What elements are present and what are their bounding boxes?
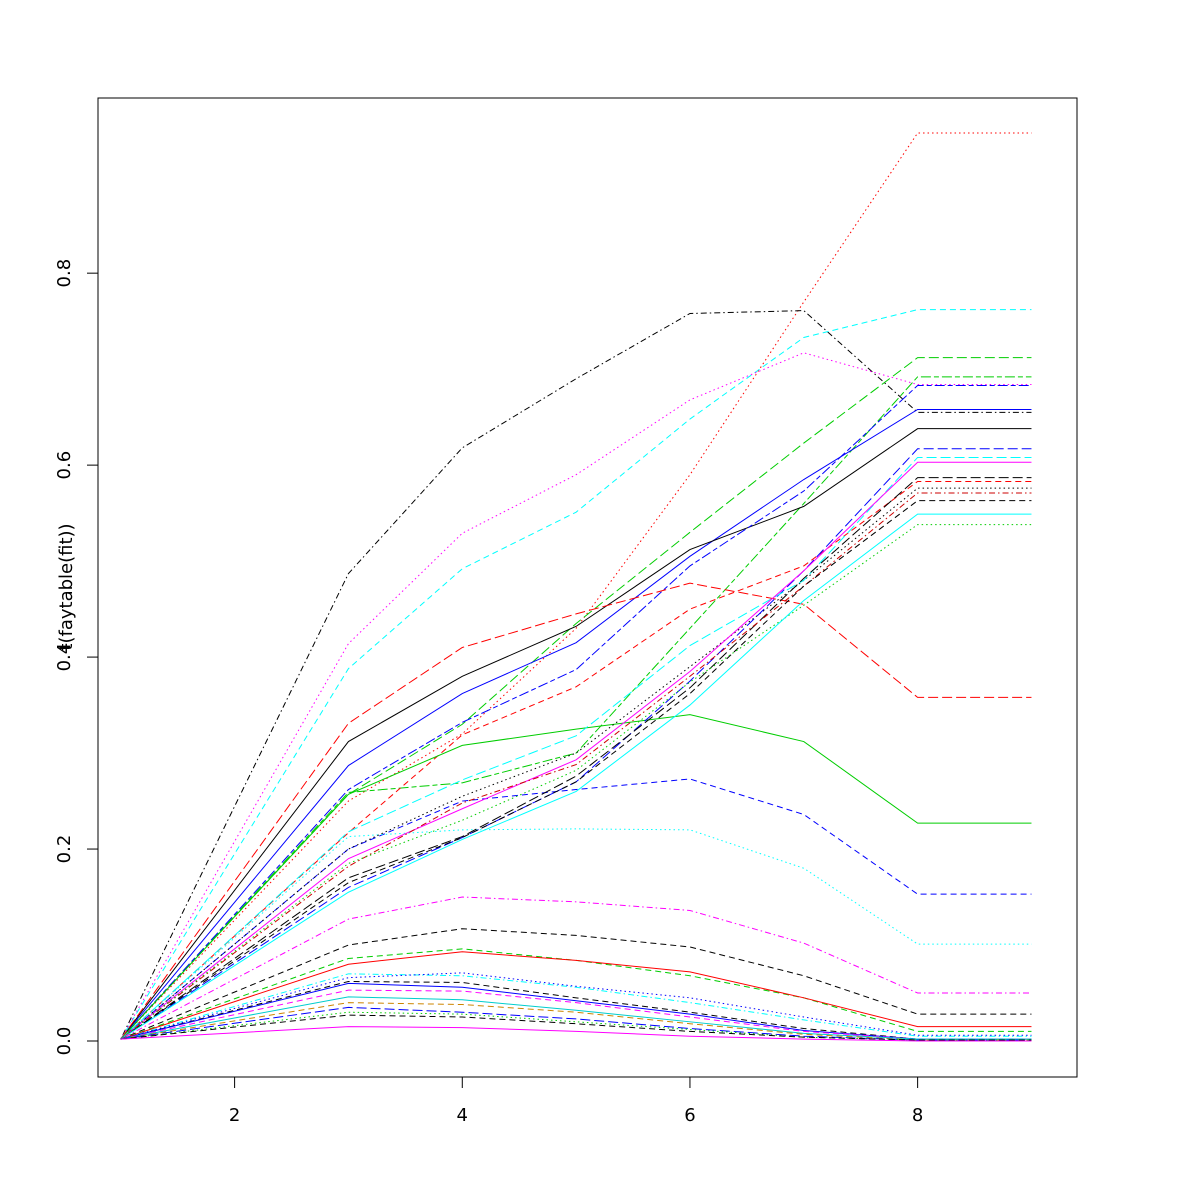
y-axis-title: t(faytable(fit)) [56, 523, 77, 650]
series-line-5 [120, 357, 1032, 1040]
series-line-17 [120, 456, 1032, 1040]
series-line-14 [120, 828, 1032, 1040]
series-line-11 [120, 480, 1032, 1040]
series-line-34 [120, 1002, 1032, 1041]
series-line-12 [120, 714, 1032, 1040]
x-tick-label: 4 [457, 1105, 468, 1126]
series-line-21 [120, 500, 1032, 1040]
series-line-16 [120, 448, 1032, 1040]
series-line-2 [120, 310, 1032, 1040]
plot-frame [97, 97, 1078, 1078]
series-line-1 [120, 132, 1032, 1040]
series-line-28 [120, 973, 1032, 1040]
x-axis: 2 4 6 8 [229, 1077, 923, 1126]
series-line-30 [120, 980, 1032, 1040]
series-line-9 [120, 384, 1032, 1040]
y-tick-label: 0.0 [54, 1027, 75, 1056]
x-tick-label: 6 [684, 1105, 695, 1126]
series-line-24 [120, 896, 1032, 1040]
series-line-26 [120, 948, 1032, 1040]
series-line-25 [120, 928, 1032, 1040]
x-tick-label: 8 [912, 1105, 923, 1126]
series-line-13 [120, 778, 1032, 1040]
y-axis: 0.0 0.2 0.4 0.6 0.8 [54, 259, 98, 1055]
series-line-3 [120, 309, 1032, 1040]
y-tick-label: 0.4 [54, 643, 75, 672]
series-line-4 [120, 352, 1032, 1040]
series-line-7 [120, 408, 1032, 1040]
y-tick-label: 0.6 [54, 451, 75, 480]
series-line-6 [120, 376, 1032, 1040]
series-line-23 [120, 513, 1032, 1040]
y-tick-label: 0.8 [54, 259, 75, 288]
y-tick-label: 0.2 [54, 835, 75, 864]
series-line-33 [120, 996, 1032, 1040]
series-line-8 [120, 428, 1032, 1040]
series-line-38 [120, 1026, 1032, 1042]
series-line-36 [120, 1011, 1032, 1041]
series-layer [120, 132, 1032, 1042]
series-line-20 [120, 492, 1032, 1040]
x-tick-label: 2 [229, 1105, 240, 1126]
series-line-10 [120, 582, 1032, 1040]
series-line-19 [120, 477, 1032, 1040]
series-line-27 [120, 951, 1032, 1040]
series-line-18 [120, 461, 1032, 1040]
series-line-37 [120, 1014, 1032, 1041]
